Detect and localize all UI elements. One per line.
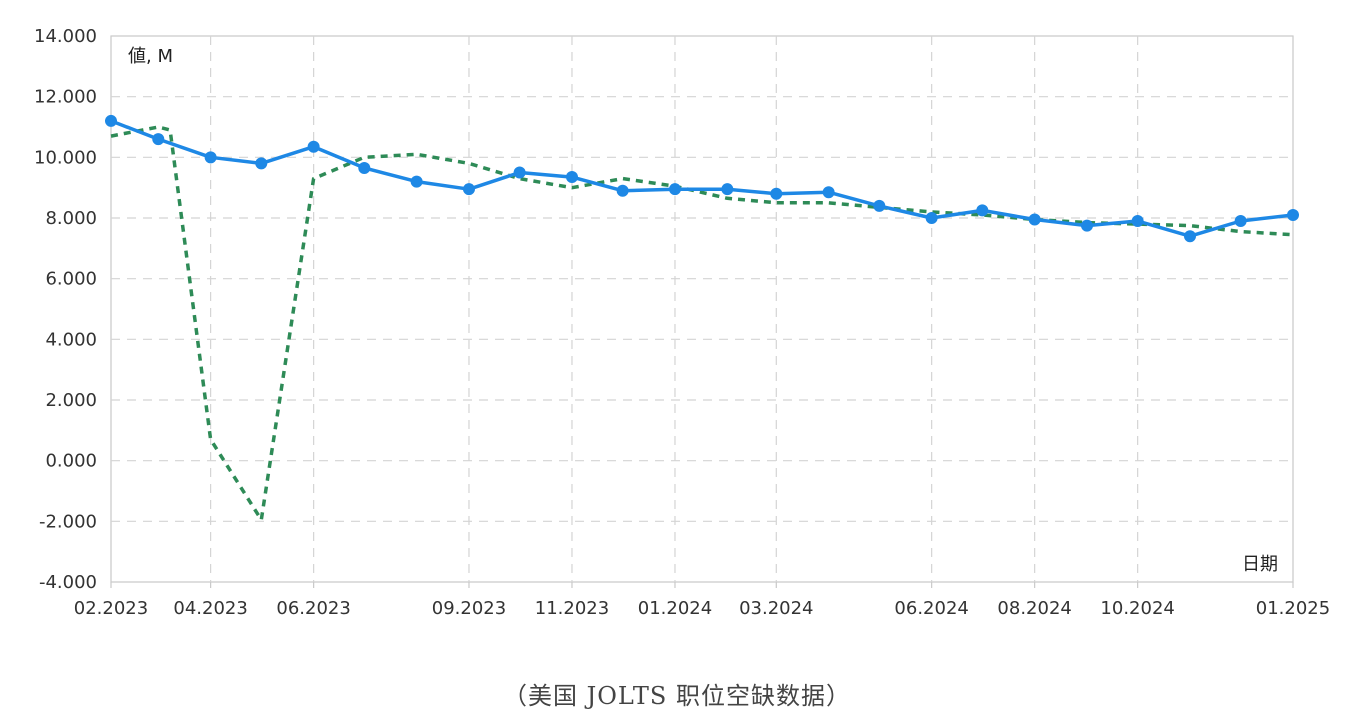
y-tick-label: 14.000	[34, 26, 97, 47]
x-tick-label: 03.2024	[739, 598, 813, 619]
line-chart: 14.000 12.000 10.000 8.000 6.000 4.000 2.000 0.…	[34, 26, 1330, 619]
data-point	[1080, 219, 1093, 232]
x-tick-label: 10.2024	[1100, 598, 1174, 619]
data-point	[770, 187, 783, 200]
data-point	[410, 175, 423, 188]
x-tick-label: 02.2023	[74, 598, 148, 619]
x-tick-label: 01.2025	[1256, 598, 1330, 619]
x-axis-ticks: 02.2023 04.2023 06.2023 09.2023 11.2023 01.20…	[74, 582, 1330, 619]
data-point	[721, 183, 734, 196]
data-point	[307, 140, 320, 153]
y-axis-ticks: 14.000 12.000 10.000 8.000 6.000 4.000 2.000 0.…	[34, 26, 97, 593]
x-tick-label: 11.2023	[535, 598, 609, 619]
data-point	[616, 184, 629, 197]
x-tick-label: 09.2023	[432, 598, 506, 619]
y-tick-label: 6.000	[45, 269, 97, 290]
x-tick-label: 08.2024	[997, 598, 1071, 619]
y-tick-label: 0.000	[45, 451, 97, 472]
data-point	[513, 166, 526, 179]
data-point	[565, 171, 578, 184]
y-tick-label: 2.000	[45, 390, 97, 411]
y-tick-label: 8.000	[45, 208, 97, 229]
data-point	[1234, 215, 1247, 228]
data-point	[1183, 230, 1196, 243]
series-layer	[105, 114, 1299, 522]
data-point	[873, 199, 886, 212]
data-point	[204, 151, 217, 164]
data-point	[358, 161, 371, 174]
data-point	[1287, 208, 1299, 221]
data-point	[462, 183, 475, 196]
x-tick-label: 01.2024	[638, 598, 712, 619]
data-point	[976, 204, 989, 217]
x-tick-label: 04.2023	[173, 598, 247, 619]
data-point	[255, 157, 268, 170]
x-tick-label: 06.2023	[276, 598, 350, 619]
y-tick-label: -2.000	[39, 511, 97, 532]
y-tick-label: 10.000	[34, 147, 97, 168]
data-point	[668, 183, 681, 196]
gridlines	[111, 36, 1293, 582]
y-tick-label: 4.000	[45, 329, 97, 350]
chart-caption: （美国 JOLTS 职位空缺数据）	[503, 682, 851, 710]
data-point	[822, 186, 835, 199]
plot-area	[110, 35, 1294, 583]
data-point	[152, 133, 165, 146]
data-point	[1028, 213, 1041, 226]
x-axis-title: 日期	[1242, 554, 1278, 575]
y-tick-label: -4.000	[39, 572, 97, 593]
y-tick-label: 12.000	[34, 87, 97, 108]
data-point	[105, 114, 117, 127]
y-axis-title: 値, M	[128, 46, 173, 67]
series-solid-line	[110, 119, 1294, 238]
x-tick-label: 06.2024	[894, 598, 968, 619]
data-point	[1131, 215, 1144, 228]
data-point	[925, 212, 938, 224]
